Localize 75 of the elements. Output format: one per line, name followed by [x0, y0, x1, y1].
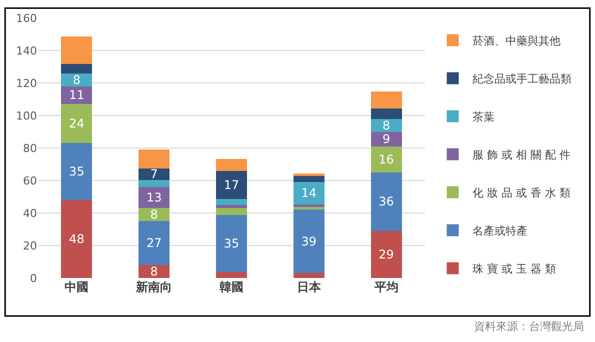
bar: [216, 215, 247, 272]
data-label: 16: [378, 152, 394, 166]
bar: [138, 221, 170, 265]
data-label: 9: [382, 132, 390, 146]
legend-label: 服 飾 或 相 關 配 件: [472, 148, 571, 162]
bar: [216, 159, 247, 172]
data-label: 17: [224, 178, 240, 192]
bar: [138, 180, 170, 187]
data-label: 13: [146, 190, 162, 205]
bar: [61, 200, 92, 278]
y-tick-label: 140: [16, 44, 37, 58]
bar: [370, 91, 402, 109]
bar: [61, 64, 92, 74]
bar: [61, 36, 92, 64]
bar: [216, 171, 247, 199]
bar: [138, 149, 170, 168]
x-tick-label: 韓國: [220, 280, 244, 294]
bar: [293, 210, 324, 273]
bar: [61, 143, 92, 200]
bar: [61, 86, 92, 104]
bar: [61, 104, 92, 144]
bar: [370, 172, 402, 231]
bar: [370, 230, 402, 278]
data-label: 35: [224, 236, 240, 251]
bar: [216, 208, 247, 216]
bar: [61, 73, 92, 86]
legend-label: 紀念品或手工藝品類: [472, 72, 572, 86]
legend-label: 茶葉: [472, 110, 495, 124]
y-tick-label: 160: [16, 12, 37, 25]
legend-label: 珠 寶 或 玉 器 類: [472, 262, 556, 276]
y-tick-label: 0: [30, 272, 37, 285]
data-label: 11: [69, 88, 84, 102]
bar: [293, 207, 324, 210]
legend-label: 化 妝 品 或 香 水 類: [472, 186, 571, 200]
x-tick-label: 日本: [296, 280, 322, 294]
data-label: 27: [146, 236, 162, 250]
bar: [138, 168, 170, 180]
data-label: 8: [150, 208, 158, 222]
x-tick-label: 平均: [373, 280, 398, 294]
bar: [216, 198, 247, 206]
y-tick-label: 80: [23, 142, 37, 155]
bar: [293, 176, 324, 182]
bar: [138, 265, 170, 278]
data-label: 48: [69, 232, 84, 246]
y-tick-label: 120: [16, 76, 37, 90]
bar: [370, 118, 402, 132]
legend-label: 名產或特產: [472, 224, 528, 238]
bar: [370, 132, 402, 146]
data-label: 7: [150, 167, 158, 182]
y-tick-label: 100: [16, 109, 37, 122]
data-label: 29: [378, 247, 394, 262]
data-label: 39: [301, 234, 317, 248]
y-tick-label: 20: [23, 239, 37, 252]
bar: [138, 208, 170, 222]
bar: [370, 146, 402, 172]
data-label: 8: [150, 264, 158, 278]
legend-label: 菸酒、中藥與其他: [472, 34, 561, 48]
data-label: 24: [69, 116, 84, 131]
data-label: 14: [301, 186, 317, 200]
x-tick-label: 中國: [64, 280, 89, 294]
bar: [293, 182, 324, 205]
source-note: 資料來源：台灣觀光局: [474, 320, 584, 333]
bar: [370, 108, 402, 119]
data-label: 8: [382, 118, 390, 132]
x-tick-label: 新南向: [135, 280, 172, 294]
data-label: 35: [69, 164, 84, 179]
bar: [293, 204, 324, 208]
data-label: 36: [378, 194, 394, 209]
y-tick-label: 60: [23, 174, 37, 188]
bar: [138, 187, 170, 208]
data-label: 8: [72, 72, 81, 87]
bar: [293, 272, 324, 278]
bar: [216, 205, 247, 208]
bar: [216, 272, 247, 278]
y-tick-label: 40: [23, 206, 37, 220]
